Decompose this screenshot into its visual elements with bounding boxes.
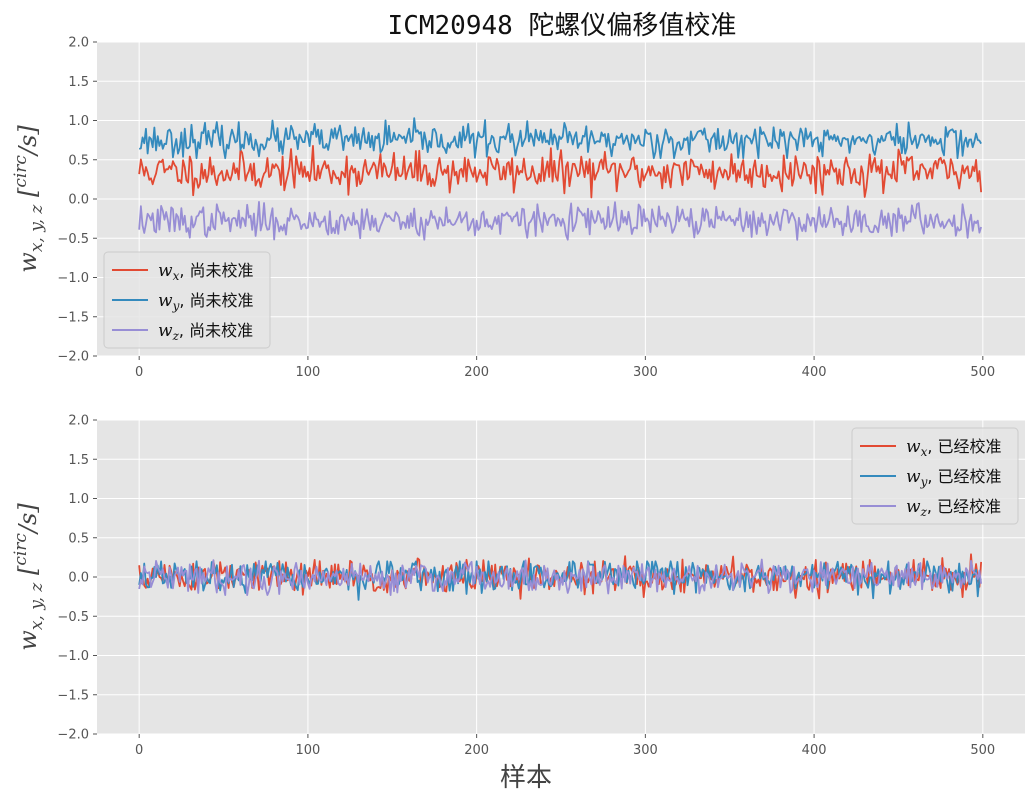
y-axis-label: wx, y, z [circ/s] [11, 125, 47, 273]
y-tick-label: −2.0 [57, 728, 89, 743]
x-axis-label: 样本 [500, 763, 552, 793]
chart-title: ICM20948 陀螺仪偏移值校准 [388, 11, 737, 41]
x-tick-label: 400 [802, 365, 827, 380]
legend-label-wz: wz, 已经校准 [906, 497, 1001, 519]
legend-label-wy: wy, 尚未校准 [158, 291, 254, 313]
x-tick-label: 100 [295, 365, 320, 380]
y-tick-label: −1.0 [57, 649, 89, 664]
x-tick-label: 300 [633, 365, 658, 380]
x-tick-label: 0 [135, 365, 143, 380]
y-tick-label: 0.0 [68, 571, 89, 586]
y-tick-label: −1.5 [57, 688, 89, 703]
y-tick-label: 2.0 [68, 414, 89, 429]
series-line-wz [138, 558, 983, 596]
y-tick-label: 1.5 [68, 453, 89, 468]
y-tick-label: 1.0 [68, 492, 89, 507]
legend-label-wz: wz, 尚未校准 [158, 321, 253, 343]
bottom-panel: −2.0 −1.5 −1.0 −0.5 0.0 0.5 1.0 1.5 2.0 0 100 200 30… [11, 414, 1025, 793]
y-tick-label: 1.5 [68, 75, 89, 90]
legend-label-wx: wx, 已经校准 [906, 437, 1002, 459]
y-tick-label: −1.0 [57, 271, 89, 286]
legend-label-wy: wy, 已经校准 [906, 467, 1002, 489]
series-line-wy [138, 117, 982, 160]
y-tick-label: −0.5 [57, 232, 89, 247]
y-tick-label: 2.0 [68, 36, 89, 51]
series-line-wx [138, 144, 983, 199]
x-tick-label: 0 [135, 743, 143, 758]
legend: wx, 尚未校准 wy, 尚未校准 wz, 尚未校准 [103, 251, 271, 349]
x-tick-label: 500 [970, 365, 995, 380]
top-panel: −2.0 −1.5 −1.0 −0.5 0.0 0.5 1.0 1.5 2.0 0 100 200 30… [11, 36, 1025, 380]
y-tick-label: 0.5 [68, 531, 89, 546]
x-tick-label: 200 [464, 365, 489, 380]
x-tick-label: 500 [970, 743, 995, 758]
x-tick-label: 400 [802, 743, 827, 758]
y-tick-label: 0.5 [68, 153, 89, 168]
x-tick-label: 200 [464, 743, 489, 758]
legend-label-wx: wx, 尚未校准 [158, 261, 254, 283]
y-tick-label: −2.0 [57, 350, 89, 365]
x-tick-label: 300 [633, 743, 658, 758]
y-tick-label: 0.0 [68, 193, 89, 208]
y-tick-label: −1.5 [57, 310, 89, 325]
y-axis-label: wx, y, z [circ/s] [11, 503, 47, 651]
y-tick-label: 1.0 [68, 114, 89, 129]
legend: wx, 已经校准 wy, 已经校准 wz, 已经校准 [851, 427, 1019, 525]
x-tick-label: 100 [295, 743, 320, 758]
y-tick-label: −0.5 [57, 610, 89, 625]
series-line-wz [138, 201, 982, 241]
